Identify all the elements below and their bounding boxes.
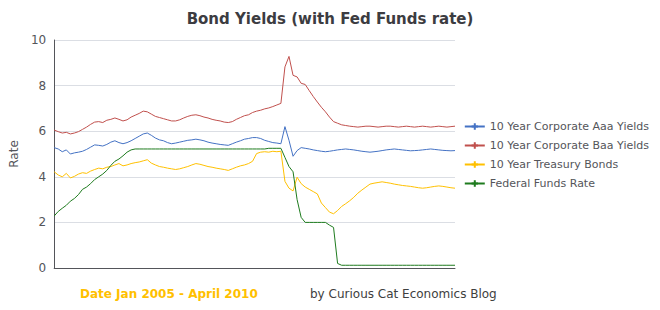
- svg-text:10 Year Treasury Bonds: 10 Year Treasury Bonds: [490, 158, 619, 171]
- svg-text:10 Year Corporate Baa Yields: 10 Year Corporate Baa Yields: [490, 139, 649, 152]
- svg-text:Bond Yields (with Fed Funds ra: Bond Yields (with Fed Funds rate): [187, 10, 474, 28]
- svg-text:8: 8: [39, 79, 47, 93]
- svg-text:Date Jan 2005 - April 2010: Date Jan 2005 - April 2010: [80, 287, 258, 301]
- svg-text:10 Year Corporate Aaa Yields: 10 Year Corporate Aaa Yields: [490, 120, 649, 133]
- svg-text:0: 0: [39, 261, 47, 275]
- svg-text:Rate: Rate: [7, 140, 21, 168]
- svg-text:2: 2: [39, 215, 47, 229]
- svg-text:10: 10: [31, 33, 46, 47]
- svg-text:4: 4: [39, 170, 47, 184]
- svg-text:by Curious Cat Economics Blog: by Curious Cat Economics Blog: [310, 287, 497, 301]
- svg-text:Federal Funds Rate: Federal Funds Rate: [490, 177, 595, 190]
- svg-text:6: 6: [39, 124, 47, 138]
